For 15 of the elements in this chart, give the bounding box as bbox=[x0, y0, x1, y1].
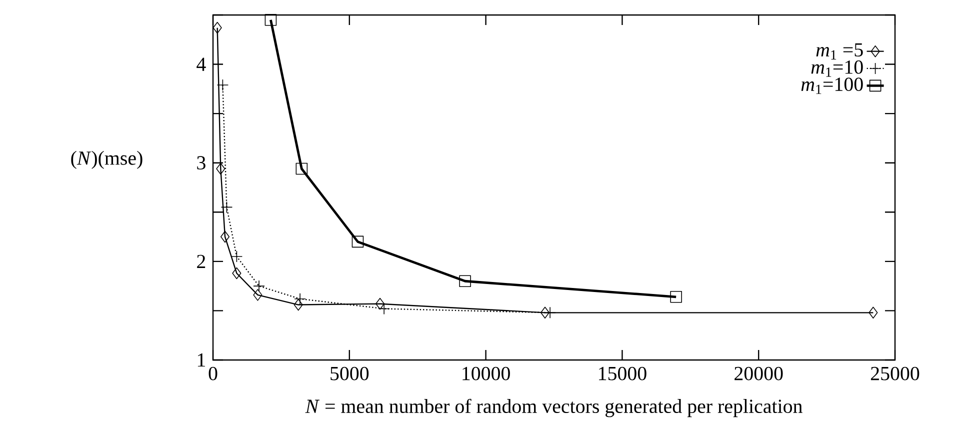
x-tick-label: 20000 bbox=[734, 366, 783, 380]
y-tick-label: 4 bbox=[196, 58, 206, 71]
x-tick-label: 5000 bbox=[330, 366, 369, 380]
y-tick-label: 3 bbox=[197, 156, 206, 170]
x-tick-label: 10000 bbox=[462, 366, 510, 380]
x-tick-label: 15000 bbox=[599, 366, 646, 380]
legend-label: m$_{1}$ =5 bbox=[816, 43, 863, 60]
y-tick-label: 1 bbox=[198, 353, 205, 367]
y-axis-title: (N)(mse) bbox=[71, 150, 142, 169]
x-axis-title: N = mean number of random vectors generated per replication bbox=[305, 398, 802, 418]
x-tick-label: 0 bbox=[208, 366, 218, 380]
legend-label: m$_{1}$=100 bbox=[801, 78, 863, 94]
y-tick-label: 2 bbox=[197, 254, 206, 268]
legend-label: m$_{1}$=10 bbox=[811, 60, 863, 77]
x-tick-label: 25000 bbox=[870, 366, 920, 380]
